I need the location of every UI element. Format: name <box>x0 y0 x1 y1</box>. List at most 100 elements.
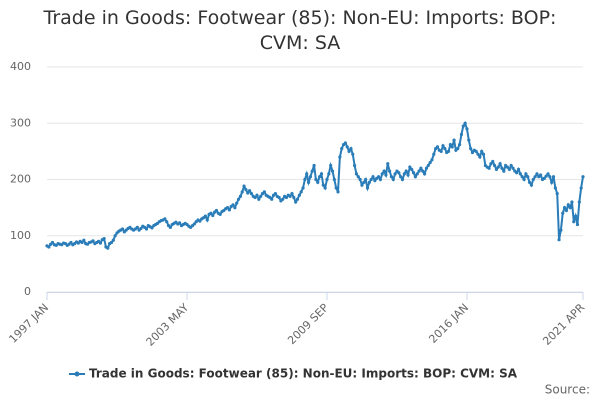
data-point <box>336 190 340 194</box>
data-point <box>402 172 406 176</box>
data-point <box>400 177 405 182</box>
data-point <box>463 121 467 125</box>
data-point <box>553 186 557 190</box>
data-point <box>376 175 381 179</box>
data-point <box>325 177 329 182</box>
y-tick-label: 300 <box>10 116 31 129</box>
data-point <box>559 228 563 232</box>
data-point <box>227 208 231 212</box>
data-point <box>98 241 103 245</box>
source: Source: <box>545 383 590 397</box>
data-point <box>452 138 456 142</box>
data-point <box>557 238 561 242</box>
data-point <box>406 173 410 177</box>
data-point <box>422 172 427 176</box>
data-point <box>522 177 526 182</box>
data-point <box>235 201 239 205</box>
data-point <box>203 214 208 218</box>
data-point <box>443 146 447 151</box>
y-tick-label: 400 <box>10 60 31 73</box>
data-point <box>469 146 473 151</box>
data-point <box>255 193 259 197</box>
data-point <box>165 220 169 224</box>
data-point <box>487 166 491 170</box>
data-point <box>535 172 539 176</box>
data-point <box>120 227 125 231</box>
data-point <box>386 162 390 166</box>
data-point <box>270 197 274 201</box>
data-point <box>461 124 465 128</box>
data-point <box>364 177 368 182</box>
data-point <box>428 161 432 165</box>
data-point <box>50 240 55 245</box>
data-point <box>411 171 416 175</box>
data-point <box>369 177 373 182</box>
data-point <box>424 166 429 170</box>
data-point <box>281 197 285 201</box>
data-point <box>542 176 546 180</box>
x-tick-label: 2003 MAY <box>144 301 192 349</box>
data-point <box>551 175 556 179</box>
data-point <box>435 145 440 149</box>
data-point <box>253 195 257 200</box>
data-point <box>295 197 300 201</box>
data-point <box>297 193 301 197</box>
data-point <box>305 172 309 176</box>
data-point <box>550 180 554 184</box>
data-point <box>430 158 434 162</box>
data-point <box>478 155 482 159</box>
data-point <box>564 208 569 213</box>
data-point <box>494 167 499 171</box>
data-point <box>358 177 362 182</box>
data-point <box>240 190 244 194</box>
data-point <box>150 226 154 230</box>
data-point <box>319 172 324 176</box>
data-point <box>308 175 312 179</box>
data-point <box>242 184 246 188</box>
data-point <box>496 165 500 169</box>
data-point <box>505 165 510 169</box>
data-point <box>500 166 504 170</box>
data-point <box>91 239 95 243</box>
data-point <box>548 175 552 179</box>
data-point <box>321 183 325 187</box>
data-point <box>516 167 521 171</box>
data-point <box>459 132 464 137</box>
data-point <box>465 127 469 131</box>
data-point <box>546 172 550 176</box>
data-point <box>476 152 480 156</box>
legend-marker <box>74 371 80 377</box>
data-point <box>288 194 292 198</box>
data-point <box>354 172 359 176</box>
data-point <box>294 200 298 204</box>
data-point <box>80 240 84 245</box>
data-point <box>566 203 570 207</box>
data-point <box>399 175 403 179</box>
data-point <box>408 165 412 169</box>
data-point <box>249 191 254 196</box>
data-point <box>259 194 263 198</box>
data-point <box>568 206 572 210</box>
data-point <box>314 177 318 182</box>
data-point <box>397 171 401 175</box>
data-point <box>135 225 139 229</box>
y-tick-label: 200 <box>10 173 31 186</box>
data-point <box>246 191 250 195</box>
x-tick-label: 2016 JAN <box>426 301 471 346</box>
data-point <box>491 159 495 164</box>
data-point <box>520 175 524 179</box>
data-point <box>139 226 143 231</box>
data-point <box>378 177 382 182</box>
data-point <box>544 174 548 178</box>
data-point <box>109 240 114 245</box>
data-point <box>515 171 519 175</box>
data-point <box>577 200 581 204</box>
data-point <box>426 163 430 168</box>
data-point <box>555 191 559 196</box>
data-point <box>323 186 327 190</box>
data-point <box>533 175 537 179</box>
data-point <box>509 163 513 168</box>
data-point <box>284 195 289 200</box>
data-point <box>457 143 462 147</box>
